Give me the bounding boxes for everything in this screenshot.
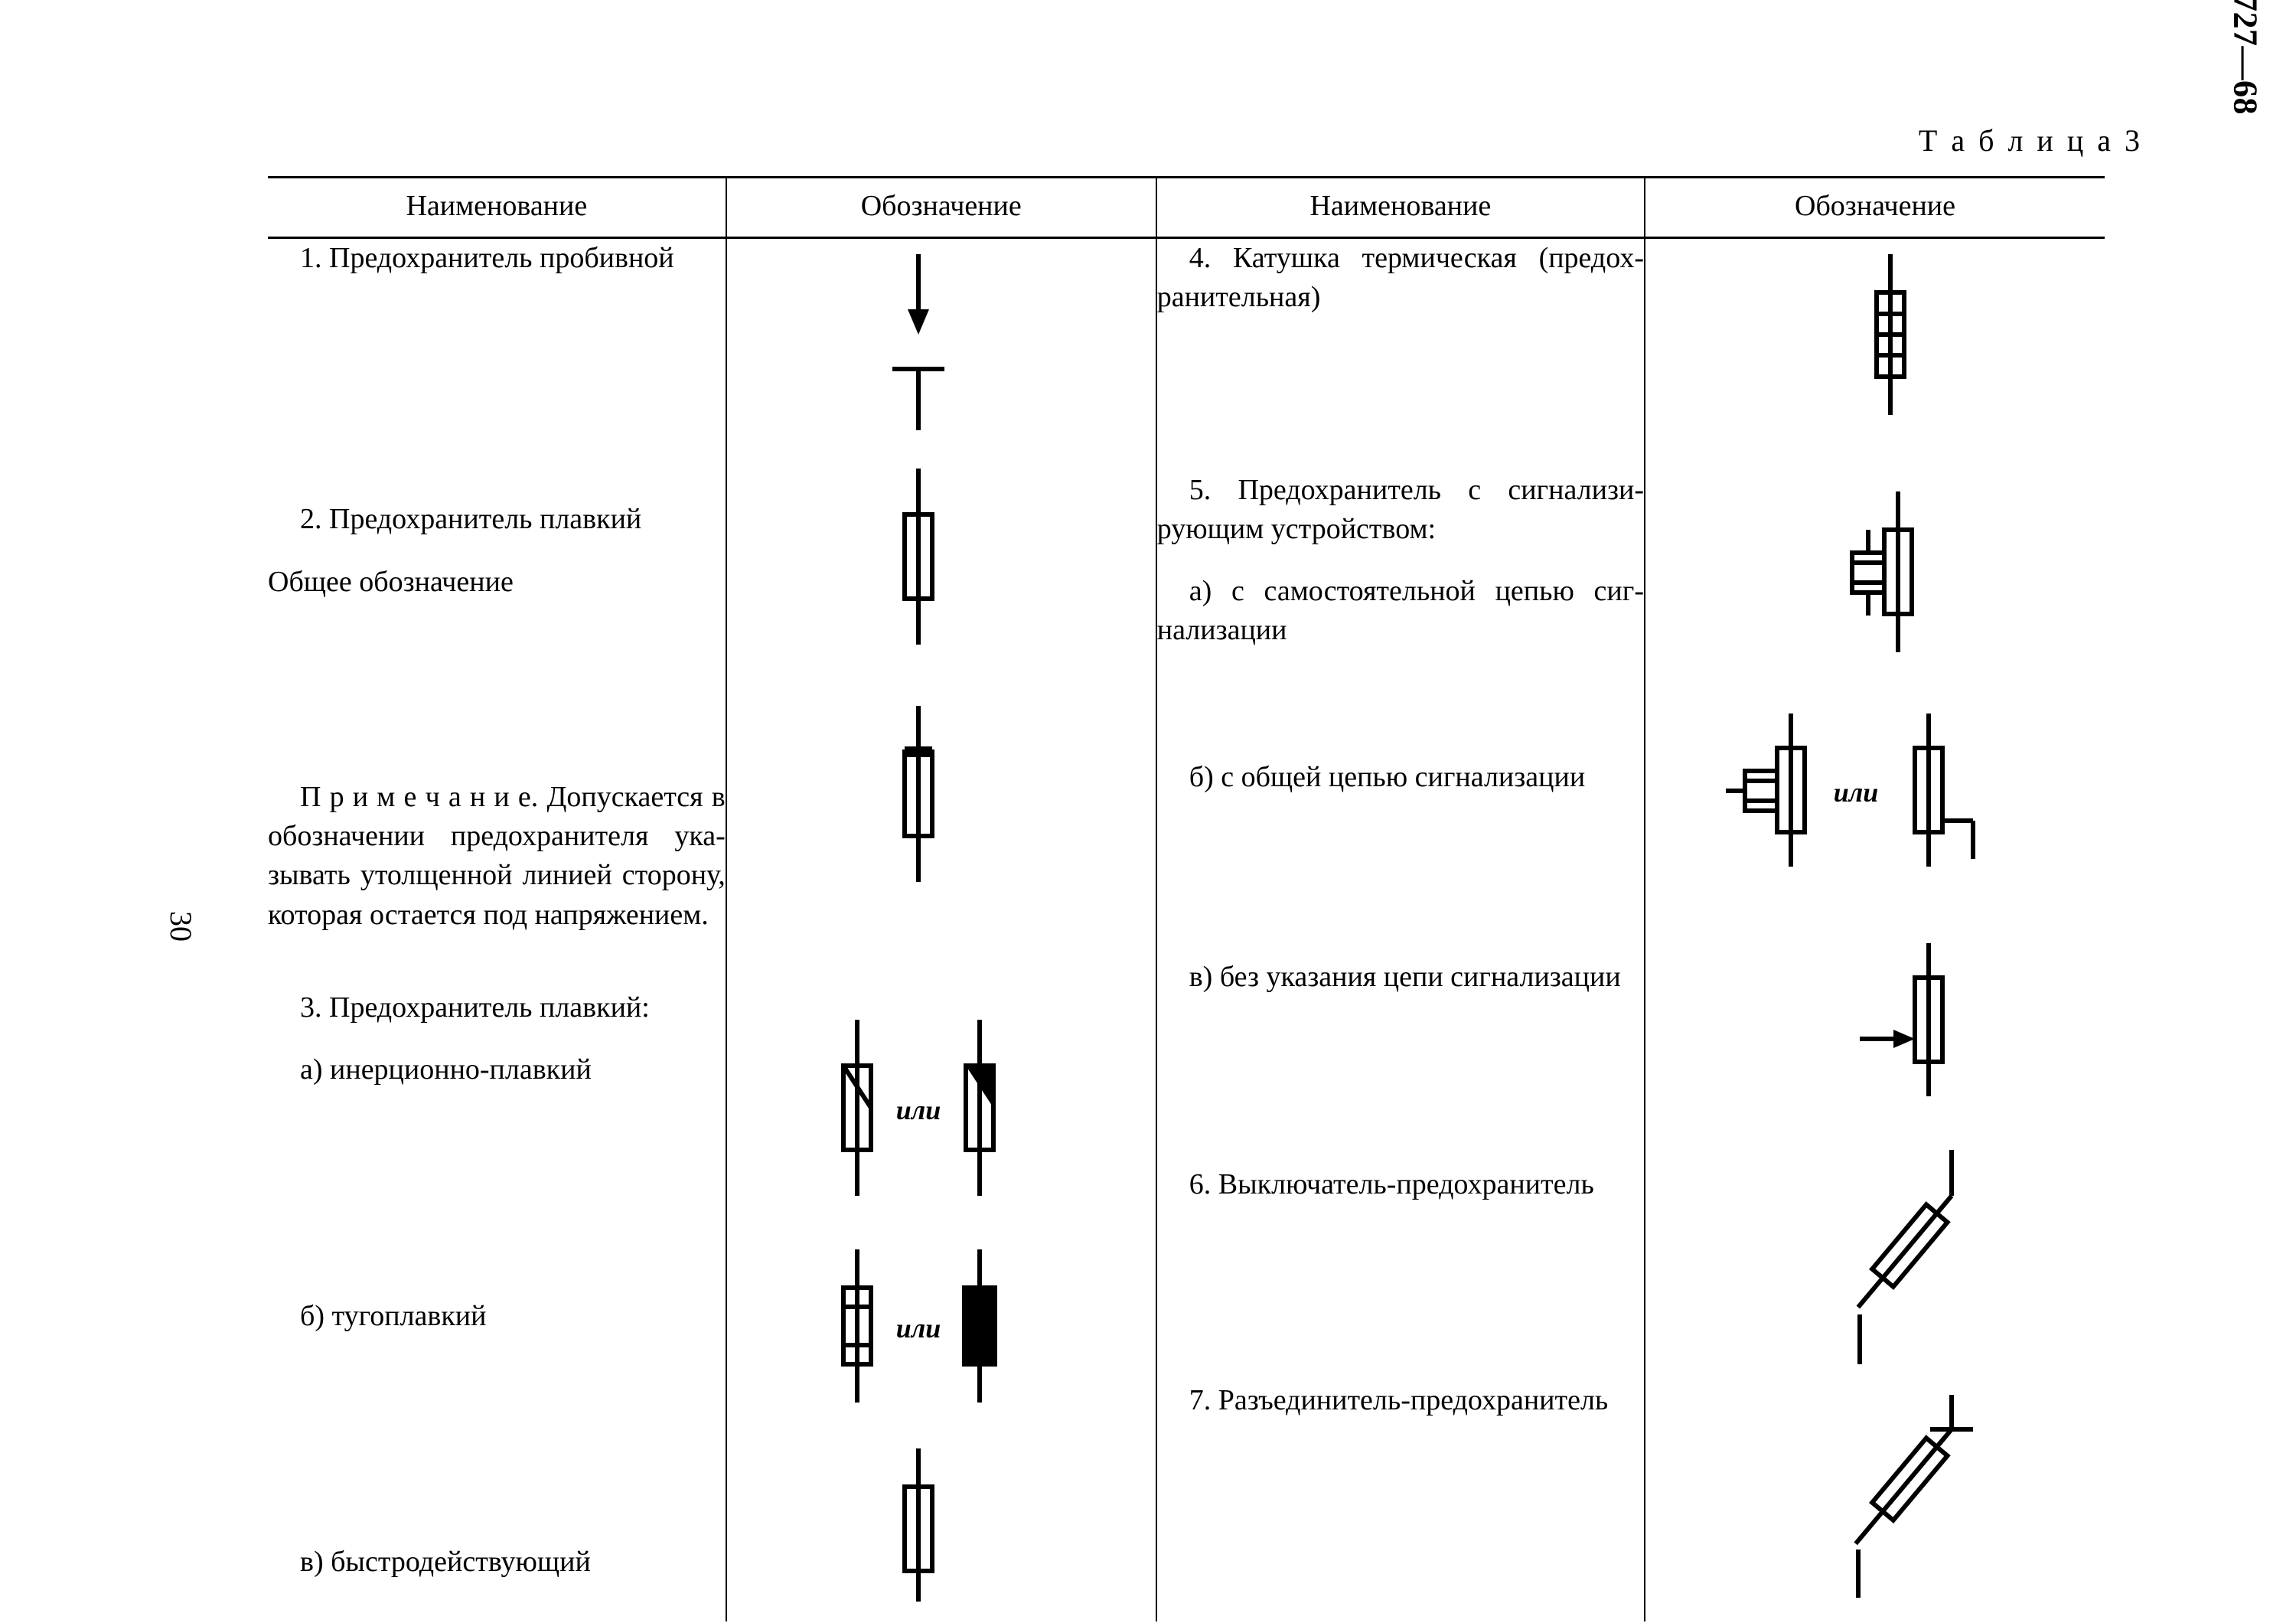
row-5b-name: б) с общей цепью сигнализации [1157,758,1644,797]
row-3a-name: а) инерционно-плавкий [268,1050,726,1089]
col-header-symbol-right: Обозначение [1645,178,2105,238]
sym-5a-icon [1852,491,1912,652]
col-header-name-left: Наименование [268,178,726,238]
col-header-name-right: Наименование [1156,178,1645,238]
row-7-name: 7. Разъединитель-предохранитель [1157,1381,1644,1420]
sym-1-icon [892,254,944,430]
or-label-3a: или [895,1095,941,1125]
sym-2-icon [905,469,932,645]
sym-4-icon [1877,254,1904,415]
row-4-name: 4. Катушка термическая (предох­ранительн… [1157,239,1644,318]
main-table: Наименование Обозначение Наименование Об… [268,176,2105,1621]
row-3b-name: б) тугоплавкий [268,1297,726,1336]
doc-side-header: С. 4 ГОСТ 2.727—68 [2226,0,2265,115]
right-names: 4. Катушка термическая (предох­ранительн… [1156,238,1645,1622]
left-symbols: или [726,238,1156,1622]
row-5-name: 5. Предохранитель с сигнализи­рующим уст… [1157,471,1644,550]
row-2-name-a: 2. Предохранитель плавкий [268,500,726,539]
row-3-name: 3. Предохранитель плавкий: [268,988,726,1027]
row-5a-name: а) с самостоятельной цепью сиг­нализации [1157,572,1644,651]
row-2-note: П р и м е ч а н и е. Допускается в обозн… [268,778,726,935]
row-1-name: 1. Предохранитель пробивной [268,239,726,278]
left-names: 1. Предохранитель пробивной 2. Предохран… [268,238,726,1622]
row-3c-name: в) быстродействующий [268,1543,726,1582]
row-6-name: 6. Выключатель-предохранитель [1157,1165,1644,1204]
or-label-5b: или [1834,777,1879,808]
row-2-name-b: Общее обозначение [268,563,726,602]
right-symbols: или [1645,238,2105,1622]
sym-6-icon [1848,1150,1962,1364]
page: С. 4 ГОСТ 2.727—68 30 Т а б л и ц а 3 На… [0,0,2296,1623]
sym-7-icon [1845,1395,1973,1598]
col-header-symbol-left: Обозначение [726,178,1156,238]
left-symbols-svg: или [727,239,1156,1602]
sym-3c-icon [905,1448,932,1602]
sym-2-note-icon [905,706,932,882]
sym-5c-icon [1860,943,1942,1096]
row-5c-name: в) без указания цепи сигна­лизации [1157,958,1644,997]
table-caption: Т а б л и ц а 3 [1919,122,2143,158]
page-number: 30 [163,911,199,942]
right-symbols-svg: или [1645,239,2105,1602]
or-label-3b: или [895,1313,941,1344]
